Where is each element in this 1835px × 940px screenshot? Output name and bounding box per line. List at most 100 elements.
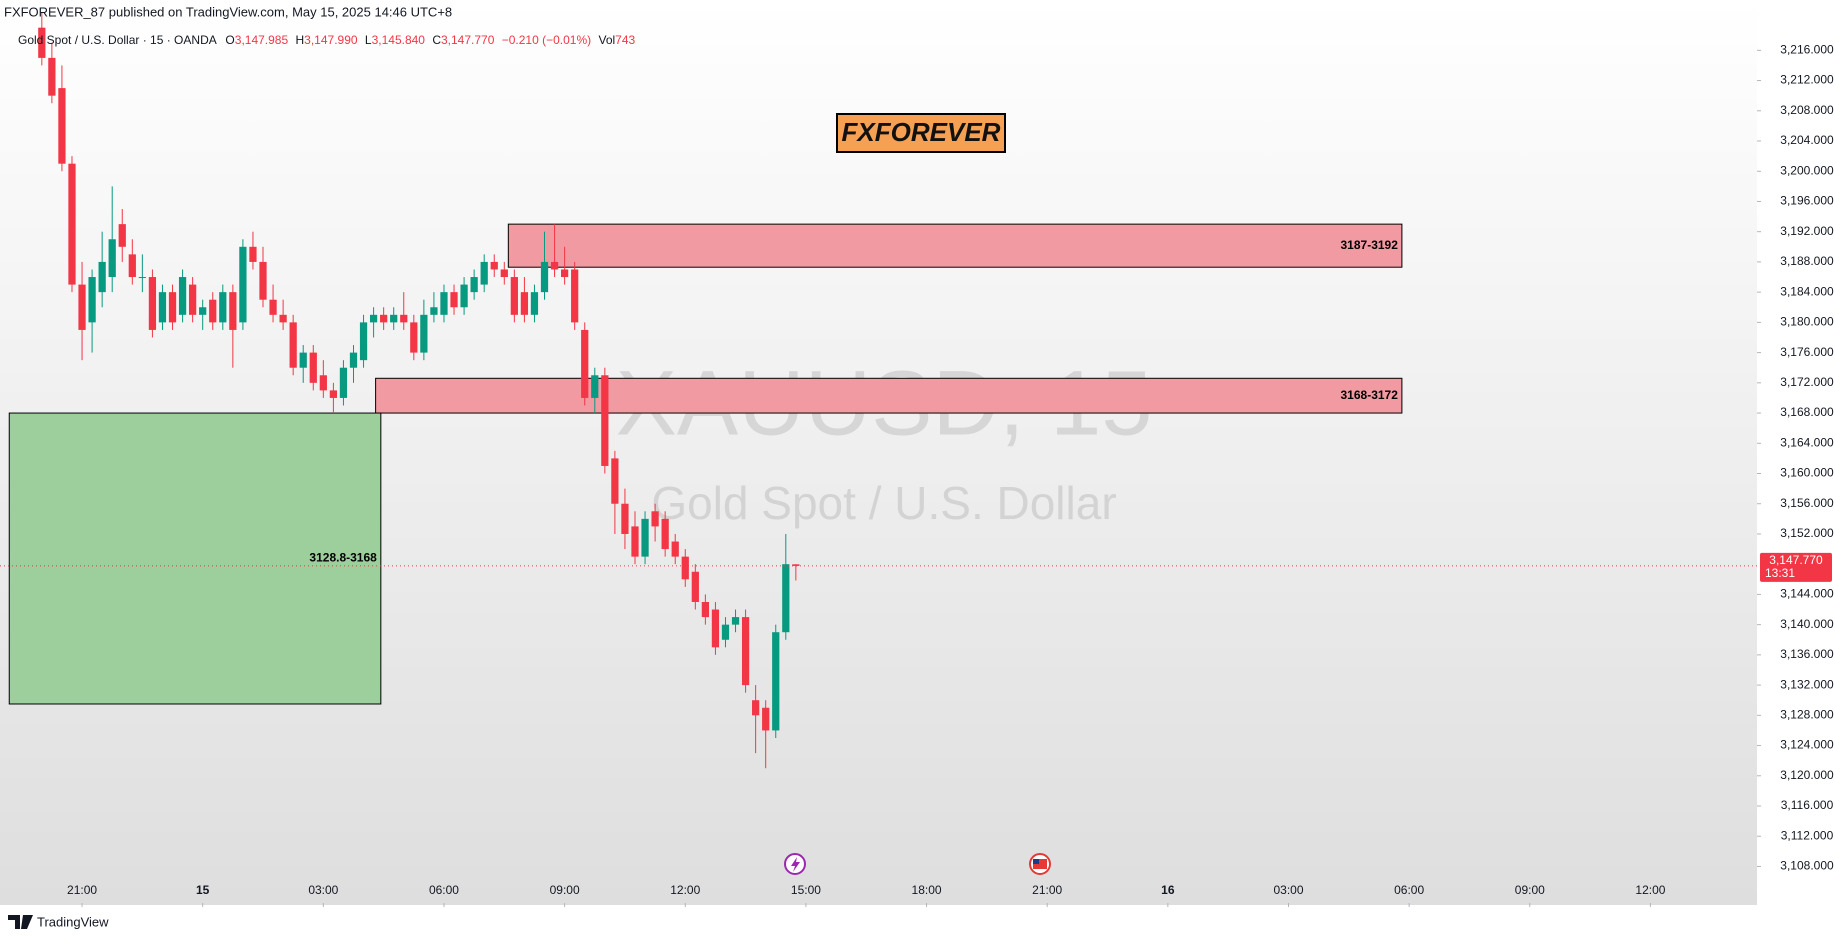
zone [507,223,1403,268]
watermark-name: Gold Spot / U.S. Dollar [651,477,1116,529]
candle-body [128,254,136,278]
y-tick-label: 3,176.000 [1780,345,1834,359]
candle-body [58,88,66,164]
x-tick-label: 21:00 [1032,883,1062,897]
x-tick-label: 15 [196,883,210,897]
candle-body [661,518,669,550]
y-tick-label: 3,124.000 [1780,738,1834,752]
candle-body [400,314,408,323]
candle-body [289,322,297,368]
y-tick-label: 3,152.000 [1780,526,1834,540]
candle-body [249,246,257,262]
candle-body [641,518,649,557]
candle-body [410,322,418,353]
candle-body [601,375,609,466]
candle-body [78,284,86,330]
candle-body [550,261,559,270]
legend-label: L [365,33,372,47]
y-tick-label: 3,184.000 [1780,284,1834,298]
candle-body [621,503,629,534]
candle-body [199,307,207,315]
legend-label: Vol [598,33,615,47]
y-tick-label: 3,212.000 [1780,73,1834,87]
candle-body [359,322,368,361]
zone-label: 3168-3172 [1341,388,1399,402]
candle-body [108,239,116,278]
candle-body [299,352,307,368]
candle-body [349,352,358,368]
y-tick-label: 3,196.000 [1780,194,1834,208]
x-tick-label: 03:00 [1273,883,1303,897]
zone [8,412,382,705]
candle-body [561,269,569,278]
y-tick-label: 3,204.000 [1780,133,1834,147]
candle-body [540,261,549,293]
candle-body [510,277,518,315]
candle-body [269,299,277,315]
axes: 3,108.000 3,112.000 3,116.000 3,120.000 3,12… [0,43,1834,907]
candle-body [671,541,679,557]
candle-body [752,700,760,716]
candle-body [98,261,106,293]
y-tick-label: 3,192.000 [1780,224,1834,238]
x-tick-label: 06:00 [1394,883,1424,897]
candle-body [148,277,157,330]
event-icon-bolt [791,857,800,872]
x-tick-label: 12:00 [670,883,700,897]
candle-body [782,564,790,633]
candle-body [309,352,317,383]
legend-line: Gold Spot / U.S. Dollar · 15 · OANDA O3,… [18,33,636,47]
candle-body [440,292,448,315]
x-tick-label: 12:00 [1635,883,1665,897]
candle-body [420,314,428,353]
y-tick-label: 3,188.000 [1780,254,1834,268]
candle-body [721,624,730,640]
y-tick-label: 3,172.000 [1780,375,1834,389]
x-tick-label: 21:00 [67,883,97,897]
y-tick-label: 3,128.000 [1780,707,1834,721]
candle-body [711,609,720,648]
candle-body [229,292,237,330]
candle-body [460,284,468,308]
y-tick-label: 3,200.000 [1780,163,1834,177]
publish-line: FXFOREVER_87 published on TradingView.co… [4,4,452,19]
candle-body [450,292,458,308]
candle-body [571,269,579,323]
y-tick-label: 3,144.000 [1780,587,1834,601]
y-tick-label: 3,160.000 [1780,466,1834,480]
y-tick-label: 3,120.000 [1780,768,1834,782]
legend-symbol: Gold Spot / U.S. Dollar · 15 · OANDA [18,33,217,47]
y-tick-label: 3,168.000 [1780,405,1834,419]
candle-body [490,261,498,270]
price-axis-background [1757,0,1835,905]
last-price-box [1760,552,1832,582]
candle-body [329,390,338,398]
candle-body [138,277,146,279]
candle-body [390,314,398,323]
y-tick-label: 3,136.000 [1780,647,1834,661]
candle-body [591,375,599,398]
legend-value: 3,147.985 [235,33,289,47]
candle-body [118,224,126,247]
y-tick-label: 3,140.000 [1780,617,1834,631]
zone [375,377,1403,414]
y-tick-label: 3,108.000 [1780,859,1834,873]
candle-body [611,458,619,504]
x-tick-label: 16 [1161,883,1175,897]
candle-body [701,601,709,618]
y-tick-label: 3,180.000 [1780,315,1834,329]
candle-body [38,27,46,58]
candle-body [88,277,96,323]
candle-body [470,277,478,293]
last-price-label: 3,147.770 [1769,553,1823,567]
brand-logo [8,915,33,929]
candle-body [219,292,227,323]
candle-body [631,526,639,557]
candle-body [651,511,659,527]
x-tick-label: 18:00 [912,883,942,897]
logo-box [836,113,1006,153]
candle-body [239,246,247,323]
candle-body [279,314,287,323]
candle-body [741,617,750,686]
